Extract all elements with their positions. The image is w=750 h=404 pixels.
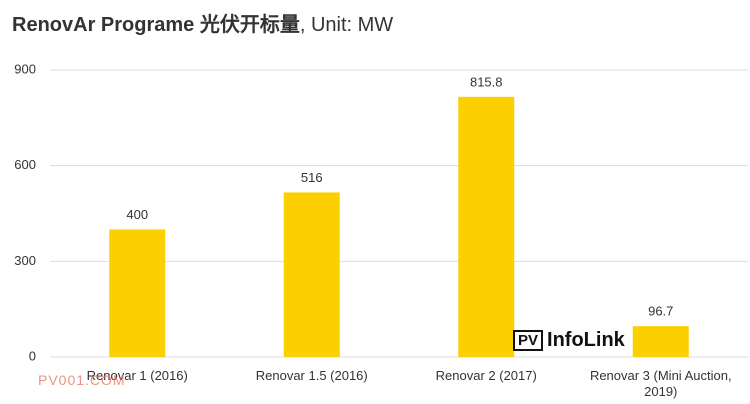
value-label: 96.7 — [648, 304, 673, 319]
y-tick-label: 600 — [14, 157, 36, 172]
chart-title: RenovAr Programe 光伏开标量 — [12, 14, 300, 36]
bar — [109, 229, 166, 357]
logo: PV InfoLink — [513, 329, 625, 352]
bar — [458, 96, 515, 358]
logo-mark: PV — [513, 330, 544, 351]
bar — [632, 326, 689, 357]
y-tick-label: 0 — [29, 348, 36, 363]
x-tick-label: Renovar 3 (Mini Auction, 2019) — [589, 368, 732, 399]
bar — [283, 192, 340, 357]
y-tick-label: 900 — [14, 61, 36, 76]
logo-text: InfoLink — [547, 329, 625, 351]
chart-subtitle: , Unit: MW — [299, 14, 394, 36]
title-line: RenovAr Programe 光伏开标量, Unit: MW — [12, 8, 393, 37]
value-label: 815.8 — [470, 74, 503, 89]
x-tick-label: Renovar 1.5 (2016) — [255, 368, 368, 383]
x-tick-label: Renovar 1 (2016) — [86, 368, 188, 383]
x-tick-label: Renovar 2 (2017) — [435, 368, 537, 383]
value-label: 516 — [301, 170, 323, 185]
watermark: PV001.COM — [38, 372, 126, 388]
value-label: 400 — [126, 207, 148, 222]
y-tick-label: 300 — [14, 253, 36, 268]
